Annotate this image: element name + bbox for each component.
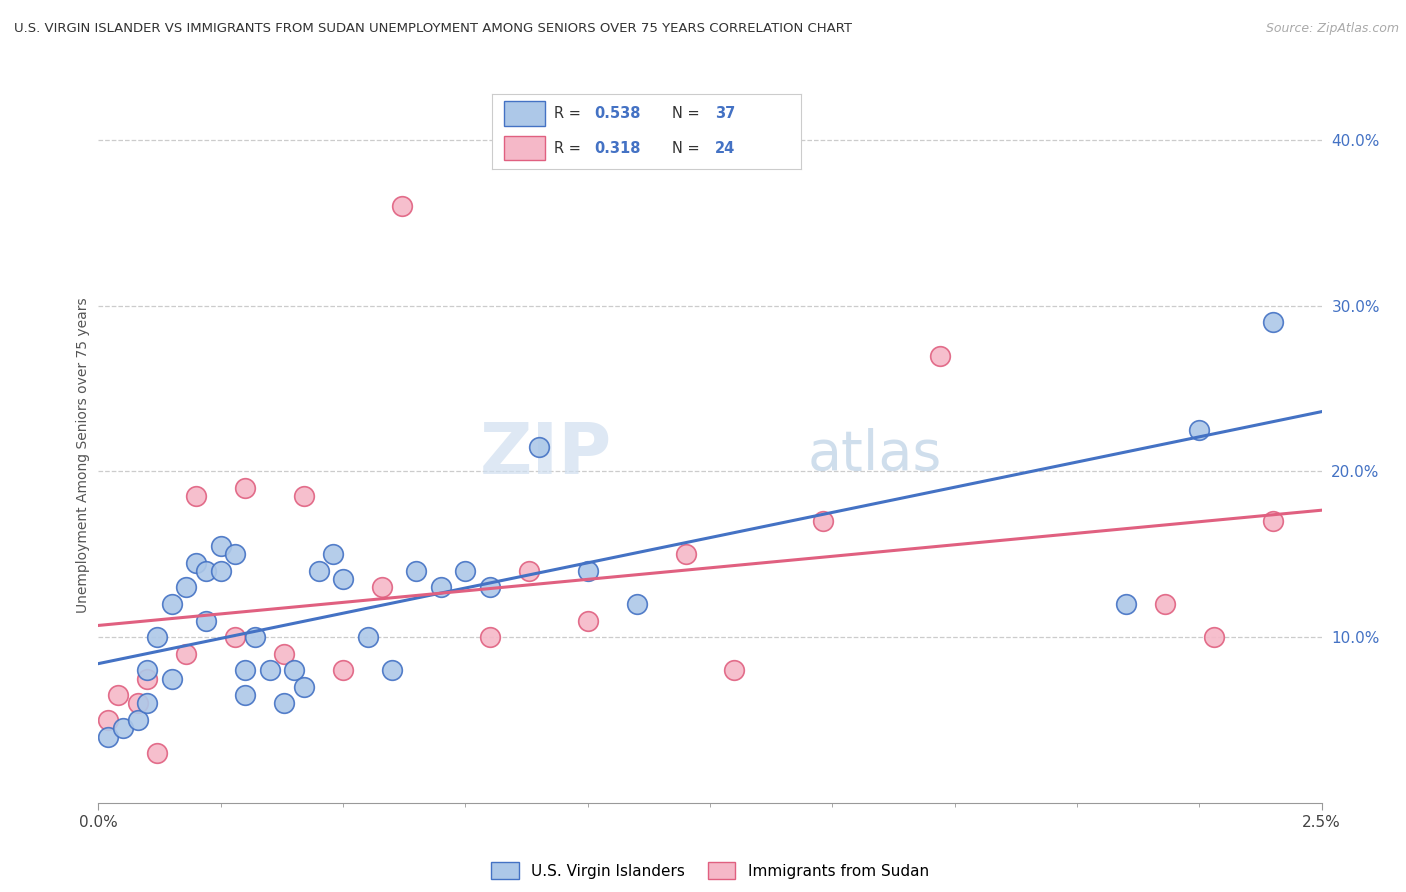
Legend: U.S. Virgin Islanders, Immigrants from Sudan: U.S. Virgin Islanders, Immigrants from S… bbox=[485, 855, 935, 886]
Point bbox=[356, 630, 378, 644]
Point bbox=[391, 199, 413, 213]
Point bbox=[1188, 423, 1211, 437]
Point bbox=[332, 572, 354, 586]
Point bbox=[478, 581, 501, 595]
Text: 0.318: 0.318 bbox=[595, 141, 641, 156]
Point bbox=[1261, 315, 1284, 329]
Point bbox=[233, 688, 256, 702]
Point bbox=[195, 564, 218, 578]
Point bbox=[675, 547, 697, 561]
Point bbox=[209, 564, 232, 578]
Point bbox=[136, 663, 159, 677]
Text: 24: 24 bbox=[714, 141, 735, 156]
Y-axis label: Unemployment Among Seniors over 75 years: Unemployment Among Seniors over 75 years bbox=[76, 297, 90, 613]
Point bbox=[127, 697, 149, 711]
Point bbox=[209, 539, 232, 553]
Point bbox=[107, 688, 129, 702]
Point bbox=[811, 514, 834, 528]
Point bbox=[111, 721, 134, 735]
Text: R =: R = bbox=[554, 106, 585, 121]
Point bbox=[283, 663, 305, 677]
Point bbox=[273, 647, 295, 661]
Point bbox=[243, 630, 266, 644]
Text: U.S. VIRGIN ISLANDER VS IMMIGRANTS FROM SUDAN UNEMPLOYMENT AMONG SENIORS OVER 75: U.S. VIRGIN ISLANDER VS IMMIGRANTS FROM … bbox=[14, 22, 852, 36]
Point bbox=[576, 564, 599, 578]
Point bbox=[292, 680, 315, 694]
Point bbox=[136, 697, 159, 711]
Point bbox=[176, 647, 198, 661]
Point bbox=[127, 713, 149, 727]
Text: 37: 37 bbox=[714, 106, 735, 121]
Point bbox=[1202, 630, 1225, 644]
Point bbox=[381, 663, 404, 677]
Point bbox=[146, 630, 169, 644]
Point bbox=[224, 630, 246, 644]
Point bbox=[371, 581, 394, 595]
Point bbox=[97, 713, 120, 727]
Point bbox=[97, 730, 120, 744]
Point bbox=[626, 597, 648, 611]
Point bbox=[332, 663, 354, 677]
Point bbox=[1115, 597, 1137, 611]
Bar bbox=[505, 136, 544, 161]
Point bbox=[233, 663, 256, 677]
Point bbox=[273, 697, 295, 711]
Point bbox=[527, 440, 550, 454]
Point bbox=[136, 672, 159, 686]
Text: N =: N = bbox=[672, 141, 704, 156]
Point bbox=[322, 547, 344, 561]
Point bbox=[308, 564, 330, 578]
Text: R =: R = bbox=[554, 141, 585, 156]
Point bbox=[224, 547, 246, 561]
Text: 0.538: 0.538 bbox=[595, 106, 641, 121]
Point bbox=[259, 663, 281, 677]
Point bbox=[430, 581, 453, 595]
Point bbox=[1154, 597, 1177, 611]
Point bbox=[929, 349, 952, 363]
Point bbox=[176, 581, 198, 595]
Point bbox=[292, 489, 315, 503]
Text: N =: N = bbox=[672, 106, 704, 121]
Text: ZIP: ZIP bbox=[479, 420, 612, 490]
Point bbox=[1261, 514, 1284, 528]
Point bbox=[517, 564, 540, 578]
Point bbox=[195, 614, 218, 628]
Point bbox=[454, 564, 477, 578]
Point bbox=[186, 489, 208, 503]
Point bbox=[160, 597, 183, 611]
Bar bbox=[505, 101, 544, 126]
Point bbox=[160, 672, 183, 686]
Point bbox=[478, 630, 501, 644]
Point bbox=[233, 481, 256, 495]
Point bbox=[405, 564, 427, 578]
Point bbox=[723, 663, 745, 677]
Text: atlas: atlas bbox=[808, 428, 942, 482]
Text: Source: ZipAtlas.com: Source: ZipAtlas.com bbox=[1265, 22, 1399, 36]
Point bbox=[146, 746, 169, 760]
Point bbox=[186, 556, 208, 570]
Point bbox=[576, 614, 599, 628]
